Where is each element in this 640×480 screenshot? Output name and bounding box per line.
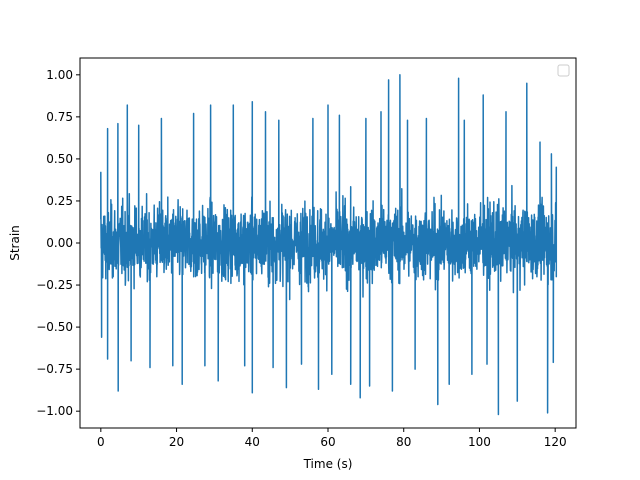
y-tick-label: 0.25 xyxy=(46,194,73,208)
y-axis-label: Strain xyxy=(8,225,22,261)
x-axis: 0 20 40 60 80 100 120 xyxy=(97,428,567,449)
y-tick-label: 1.00 xyxy=(46,68,73,82)
x-tick-label: 20 xyxy=(169,435,184,449)
series-layer xyxy=(100,74,558,416)
y-tick-label: −0.75 xyxy=(36,362,73,376)
x-tick-label: 100 xyxy=(468,435,491,449)
x-tick-label: 120 xyxy=(544,435,567,449)
y-tick-label: −1.00 xyxy=(36,404,73,418)
x-tick-label: 40 xyxy=(245,435,260,449)
y-tick-label: −0.50 xyxy=(36,320,73,334)
series-line-strain xyxy=(100,74,558,416)
y-tick-label: 0.50 xyxy=(46,152,73,166)
y-axis: −1.00 −0.75 −0.50 −0.25 0.00 0.25 0.50 0.75 1.00 xyxy=(36,68,80,418)
y-tick-label: 0.00 xyxy=(46,236,73,250)
legend-box xyxy=(557,64,570,77)
y-tick-label: −0.25 xyxy=(36,278,73,292)
y-tick-label: 0.75 xyxy=(46,110,73,124)
x-axis-label: Time (s) xyxy=(303,457,353,471)
x-tick-label: 0 xyxy=(97,435,105,449)
x-tick-label: 60 xyxy=(320,435,335,449)
x-tick-label: 80 xyxy=(396,435,411,449)
